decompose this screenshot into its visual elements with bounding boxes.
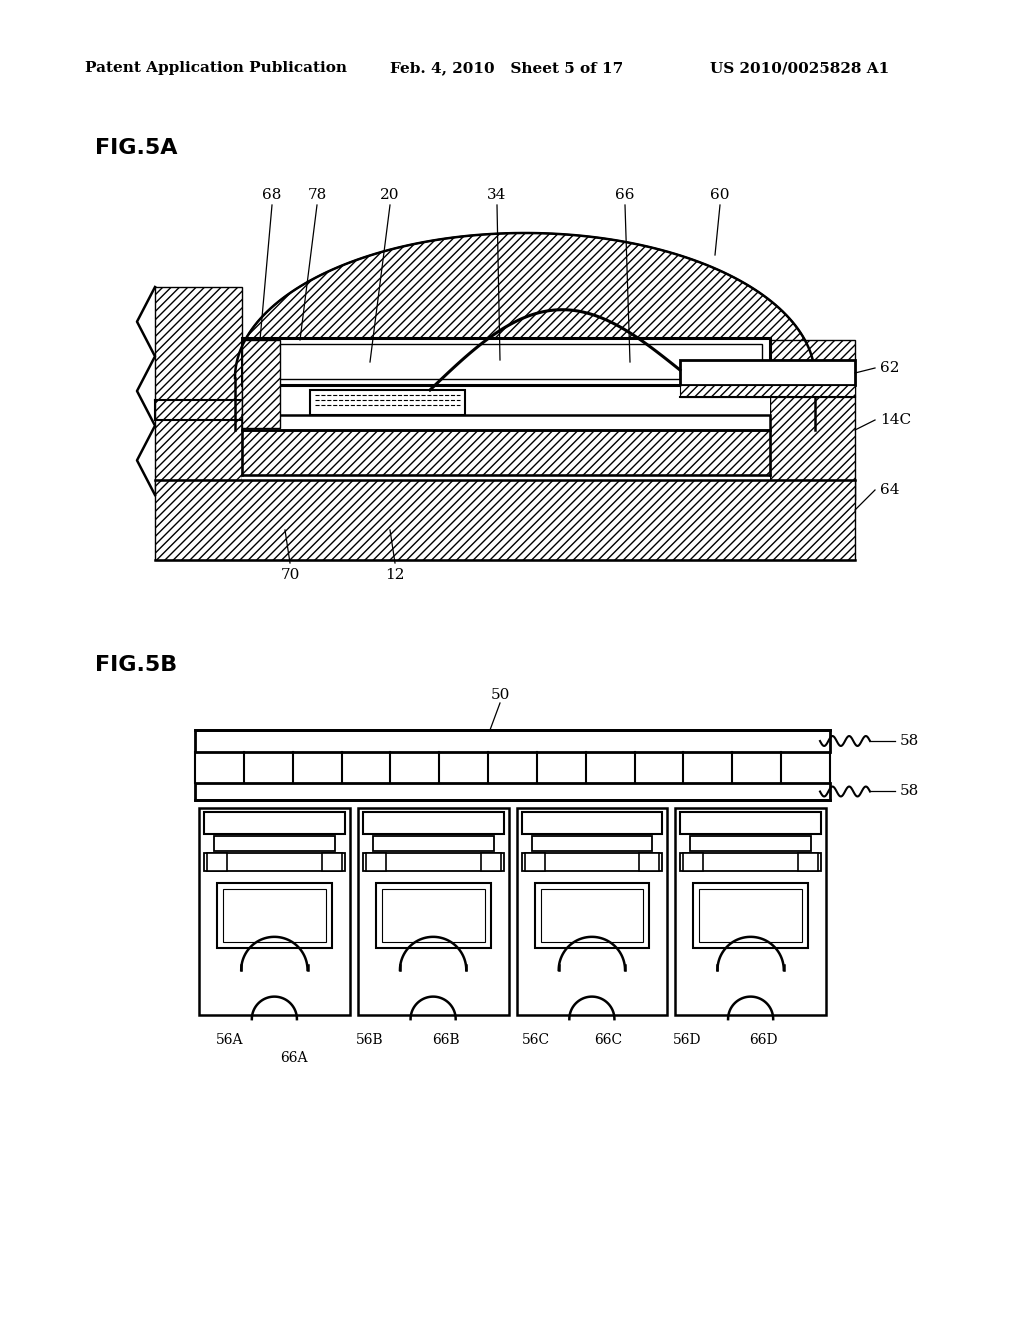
Polygon shape [373,836,494,851]
Text: 66A: 66A [280,1051,307,1065]
Polygon shape [376,883,490,948]
Polygon shape [480,853,501,871]
Polygon shape [357,808,509,1015]
Polygon shape [680,853,821,871]
Text: US 2010/0025828 A1: US 2010/0025828 A1 [710,61,889,75]
Polygon shape [217,883,332,948]
Text: 58: 58 [900,734,920,748]
Text: 56C: 56C [522,1034,550,1047]
Polygon shape [690,836,811,851]
Polygon shape [204,812,345,834]
Polygon shape [699,888,802,942]
Polygon shape [524,853,545,871]
Polygon shape [234,234,815,378]
Text: 50: 50 [490,688,510,702]
Polygon shape [242,414,770,430]
Polygon shape [155,286,242,495]
Polygon shape [680,385,855,397]
Polygon shape [242,338,770,385]
Text: 68: 68 [262,187,282,202]
Text: 56A: 56A [216,1034,244,1047]
Polygon shape [798,853,818,871]
Polygon shape [242,430,770,475]
Polygon shape [521,812,663,834]
Polygon shape [521,853,663,871]
Text: 56D: 56D [673,1034,701,1047]
Polygon shape [199,808,350,1015]
Polygon shape [242,341,770,480]
Text: 66D: 66D [750,1034,777,1047]
Polygon shape [223,888,326,942]
Polygon shape [541,888,643,942]
Polygon shape [770,341,855,500]
Text: 12: 12 [385,568,404,582]
Polygon shape [535,883,649,948]
Polygon shape [322,853,342,871]
Text: 14C: 14C [880,413,911,426]
Polygon shape [362,812,504,834]
Polygon shape [516,808,668,1015]
Polygon shape [683,853,703,871]
Polygon shape [693,883,808,948]
Polygon shape [207,853,227,871]
Text: 64: 64 [880,483,899,498]
Text: 78: 78 [307,187,327,202]
Text: 62: 62 [880,360,899,375]
Polygon shape [242,341,280,428]
Polygon shape [362,853,504,871]
Polygon shape [366,853,386,871]
Polygon shape [214,836,335,851]
Text: 66C: 66C [594,1034,622,1047]
Text: 66B: 66B [432,1034,460,1047]
Polygon shape [531,836,652,851]
Polygon shape [204,853,345,871]
Text: 58: 58 [900,784,920,799]
Text: 20: 20 [380,187,399,202]
Polygon shape [310,389,465,414]
Text: 34: 34 [487,187,507,202]
Polygon shape [680,360,855,385]
Polygon shape [639,853,659,871]
Text: Patent Application Publication: Patent Application Publication [85,61,347,75]
Text: FIG.5A: FIG.5A [95,139,177,158]
Text: FIG.5B: FIG.5B [95,655,177,675]
Text: 60: 60 [711,187,730,202]
Polygon shape [680,812,821,834]
Polygon shape [382,888,484,942]
Text: 70: 70 [281,568,300,582]
Text: 66: 66 [615,187,635,202]
Polygon shape [195,730,830,752]
Polygon shape [155,480,855,560]
Polygon shape [675,808,826,1015]
Polygon shape [250,345,762,379]
Text: Feb. 4, 2010   Sheet 5 of 17: Feb. 4, 2010 Sheet 5 of 17 [390,61,624,75]
Polygon shape [195,783,830,800]
Text: 56B: 56B [355,1034,383,1047]
